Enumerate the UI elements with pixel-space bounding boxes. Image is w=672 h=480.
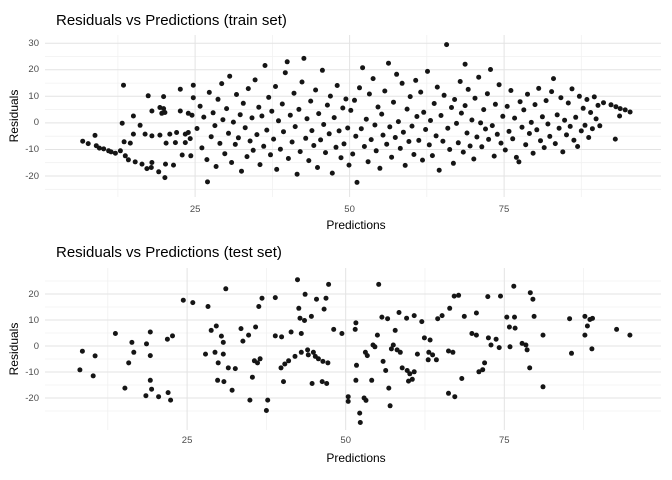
test-x-axis-title: Predictions — [326, 451, 386, 465]
train-x-tick-label: 75 — [498, 204, 510, 215]
test-plot-panel — [45, 268, 661, 430]
test-y-tick-label: 0 — [33, 340, 39, 352]
train-y-tick-label: 30 — [28, 37, 39, 49]
test-y-tick-label: 20 — [28, 288, 39, 300]
test-x-tick-label: 25 — [181, 435, 193, 446]
train-chart-title: Residuals vs Predictions (train set) — [56, 12, 287, 29]
train-x-tick-label: 50 — [344, 204, 355, 215]
test-y-tick-label: -20 — [25, 392, 39, 404]
train-x-axis-title: Predictions — [326, 218, 386, 232]
train-y-tick-label: 0 — [33, 117, 39, 129]
train-y-tick-label: -10 — [25, 143, 39, 155]
train-plot-panel — [45, 35, 661, 197]
test-x-tick-label: 50 — [340, 435, 351, 446]
train-y-tick-label: 10 — [28, 90, 39, 102]
test-y-tick-label: 10 — [28, 314, 39, 326]
train-y-tick-label: 20 — [28, 64, 39, 76]
test-y-tick-label: -10 — [25, 366, 39, 378]
test-x-tick-label: 75 — [499, 435, 510, 446]
test-chart-title: Residuals vs Predictions (test set) — [56, 244, 282, 261]
train-y-tick-label: -20 — [25, 170, 39, 182]
train-x-tick-label: 25 — [189, 204, 201, 215]
